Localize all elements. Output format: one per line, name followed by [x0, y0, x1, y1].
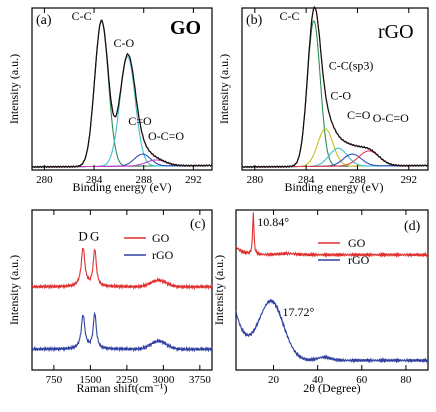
panel-d-legend: GO rGO [318, 236, 370, 267]
panel-b-label: (b) [246, 13, 263, 28]
panel-b-frame [241, 7, 429, 171]
panel-d-annotations: 10.84° 17.72° [257, 215, 314, 319]
panel-c-xlabel: Raman shift(cm⁻¹) [77, 381, 168, 395]
panel-c-ylabel: Intensity (a.u.) [7, 255, 21, 325]
panel-c-ticks: 750 1500 2250 3000 3750 [46, 210, 212, 386]
panel-c-label: (c) [190, 217, 206, 232]
panel-a-xtick-label: 280 [36, 174, 53, 186]
panel-d-xtick-label: 60 [356, 374, 368, 386]
panel-c-curves [31, 247, 213, 353]
panel-c-xtick-label: 3750 [189, 374, 212, 386]
legend-label-go-d: GO [348, 236, 366, 250]
panel-c-series-rGO [31, 311, 213, 353]
panel-a-annotation-3: O-C=O [148, 129, 184, 143]
panel-d-curves [235, 212, 429, 364]
panel-a-annotations: C-C C-O C=OO-C=O [72, 9, 185, 143]
panel-d-annotation-rgo-peak: 17.72° [282, 305, 314, 319]
panel-a-annotation-2: C=O [128, 114, 152, 128]
panel-b-measured [241, 5, 429, 169]
panel-c-frame [31, 209, 213, 371]
panel-b-title: rGO [378, 21, 414, 43]
panel-a-ticks: 280 284 288 292 [36, 8, 202, 186]
legend-label-rgo: rGO [152, 248, 174, 262]
panel-c-legend: GO rGO [124, 231, 174, 262]
panel-a-xtick-label: 288 [135, 174, 152, 186]
panel-b-peak-1 [242, 128, 428, 168]
panel-a-annotation-0: C-C [72, 9, 92, 23]
panel-d-annotation-go-peak: 10.84° [257, 215, 289, 229]
panel-b-curves [241, 5, 429, 169]
panel-c-xtick-label: 2250 [116, 374, 139, 386]
panel-a-title: GO [170, 17, 201, 39]
panel-d-series-GO [235, 212, 429, 259]
panel-b-ylabel: Intensity (a.u.) [217, 54, 231, 124]
panel-c-xtick-label: 3000 [152, 374, 175, 386]
panel-a-measured [31, 19, 213, 169]
panel-b-annotations: C-C C-C(sp3) C-O C=O O-C=O [279, 9, 409, 125]
panel-a-xtick-label: 284 [86, 174, 103, 186]
panel-a-annotation-1: C-O [114, 36, 135, 50]
panel-a: 280 284 288 292 C-C C-O C=OO-C=O (a) GO Bindi… [7, 7, 213, 194]
panel-b-ticks: 280 284 288 292 [247, 8, 417, 186]
panel-d-xlabel: 2θ (Degree) [303, 381, 360, 395]
panel-d-frame [235, 209, 429, 371]
panel-d-xtick-label: 20 [268, 374, 280, 386]
panel-a-ylabel: Intensity (a.u.) [7, 54, 21, 124]
panel-a-peak-1 [32, 56, 212, 168]
panel-d: 20 40 60 80 10.84° 17.72° (d) GO rGO 2θ (Deg… [212, 209, 429, 395]
panel-a-label: (a) [36, 13, 52, 28]
panel-d-series-rGO [235, 298, 429, 364]
panel-b-xlabel: Binding energy (eV) [284, 180, 383, 194]
panel-a-xtick-label: 292 [185, 174, 202, 186]
panel-b: 280 284 288 292 C-CC-C(sp3)C-OC=O O-C=O (b) … [217, 5, 429, 194]
panel-b-xtick-label: 284 [298, 174, 315, 186]
panel-d-xtick-label: 40 [312, 374, 324, 386]
panel-b-annotation-0: C-C [279, 9, 299, 23]
panel-c-peak-label-D: D [78, 228, 87, 243]
panel-b-annotation-2: C-O [330, 89, 351, 103]
panel-b-xtick-label: 292 [401, 174, 418, 186]
panel-c-xtick-label: 1500 [79, 374, 102, 386]
panel-b-annotation-1: C-C(sp3) [329, 59, 374, 73]
panel-c-xtick-label: 750 [46, 374, 63, 386]
panel-b-xtick-label: 288 [349, 174, 366, 186]
legend-label-go: GO [152, 231, 170, 245]
panel-a-frame [31, 7, 213, 171]
legend-label-rgo-d: rGO [348, 253, 370, 267]
panel-c-series-GO [31, 247, 213, 291]
panel-a-curves [31, 19, 213, 169]
panel-b-annotation-3: C=O [347, 108, 371, 122]
panel-d-ylabel: Intensity (a.u.) [212, 255, 226, 325]
panel-c-peak-label-G: G [90, 228, 99, 243]
panel-b-annotation-4: O-C=O [373, 111, 409, 125]
panel-d-ticks: 20 40 60 80 [268, 210, 412, 386]
panel-a-xlabel: Binding energy (eV) [72, 180, 171, 194]
panel-d-label: (d) [404, 219, 421, 234]
panel-b-xtick-label: 280 [247, 174, 264, 186]
panel-d-xtick-label: 80 [400, 374, 412, 386]
